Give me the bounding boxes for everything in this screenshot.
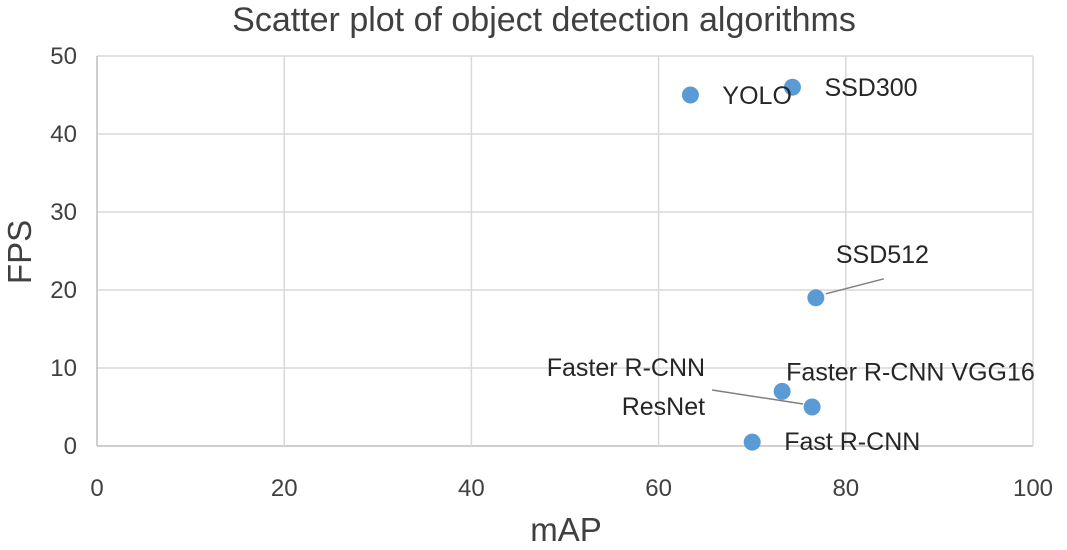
data-point (681, 86, 699, 104)
x-tick-label: 60 (645, 475, 672, 502)
data-point (743, 433, 761, 451)
point-label: ResNet (622, 393, 705, 421)
y-tick-label: 0 (64, 433, 77, 460)
x-tick-label: 20 (271, 475, 298, 502)
chart-title: Scatter plot of object detection algorit… (232, 1, 856, 39)
gridlines (96, 55, 1034, 447)
data-point (783, 78, 801, 96)
x-tick-label: 40 (458, 475, 485, 502)
label-leader-line (711, 389, 804, 405)
tick-labels: 0 10 20 30 40 50 0 20 40 60 80 100 (50, 43, 1053, 502)
data-point (773, 382, 791, 400)
point-label: YOLO (722, 82, 791, 110)
point-label: Fast R-CNN (784, 428, 920, 456)
point-label: Faster R-CNN VGG16 (786, 358, 1035, 386)
point-labels: YOLO SSD300 SSD512 Faster R-CNN VGG16 Faster… (547, 74, 1035, 456)
y-tick-label: 30 (50, 199, 77, 226)
point-label: SSD512 (836, 241, 929, 269)
x-tick-label: 80 (832, 475, 859, 502)
data-point (807, 289, 825, 307)
x-tick-label: 0 (90, 475, 103, 502)
point-label: Faster R-CNN (547, 354, 705, 382)
data-points (681, 78, 825, 451)
y-tick-label: 20 (50, 277, 77, 304)
x-axis-title: mAP (530, 511, 602, 548)
point-label: SSD300 (824, 74, 917, 102)
y-tick-label: 40 (50, 121, 77, 148)
data-point (803, 398, 821, 416)
y-tick-label: 10 (50, 355, 77, 382)
leader-lines (711, 278, 885, 405)
y-axis-title: FPS (1, 220, 38, 284)
y-tick-label: 50 (50, 43, 77, 70)
label-leader-line (825, 278, 885, 295)
x-tick-label: 100 (1013, 475, 1053, 502)
